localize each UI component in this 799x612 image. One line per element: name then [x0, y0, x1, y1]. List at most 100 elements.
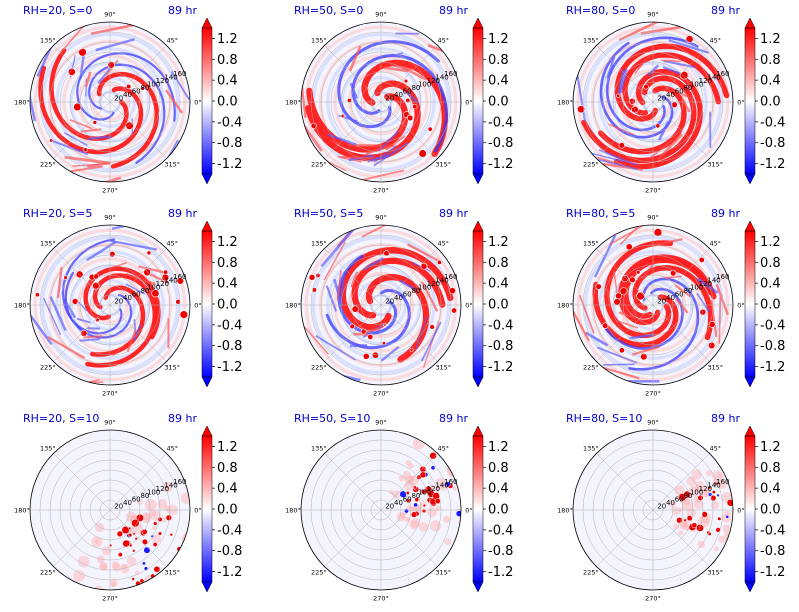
convective-cell [179, 310, 189, 319]
panel-title-right: 89 hr [439, 412, 468, 425]
weak-anomaly [126, 556, 137, 566]
radial-tick-label: 160 [716, 70, 729, 78]
colorbar-extend-max [472, 220, 484, 232]
colorbar-tick-label: -1.2 [217, 157, 242, 172]
convective-cell [696, 524, 704, 532]
angle-label: 45° [437, 36, 449, 44]
panel-title-left: RH=20, S=10 [23, 412, 99, 425]
weak-anomaly [674, 485, 685, 496]
weak-anomaly [713, 545, 719, 552]
convective-cell [655, 123, 661, 129]
radial-tick-label: 100 [147, 80, 160, 88]
field-streak [616, 320, 639, 329]
colorbar-tick-label: 0.8 [217, 256, 238, 271]
weak-anomaly [112, 563, 121, 572]
field-streak [56, 267, 63, 299]
radial-tick-label: 160 [716, 478, 729, 486]
convective-cell [383, 250, 390, 257]
field-streak [657, 133, 683, 161]
convective-cell [683, 518, 687, 522]
colorbar: 1.2 0.8 0.4 0.0 -0.4 -0.8 -1.2 [201, 220, 242, 388]
field-streak [373, 145, 398, 163]
colorbar-tick-label: -0.8 [488, 544, 513, 559]
angle-label: 225° [311, 161, 327, 169]
radial-tick-label: 160 [173, 70, 186, 78]
colorbar-tick-label: -1.2 [217, 360, 242, 375]
field-streak [90, 176, 122, 182]
polar-grid-spoke [652, 101, 710, 159]
field-streak [350, 271, 359, 288]
angle-label: 225° [40, 364, 56, 372]
convective-cell [429, 452, 437, 460]
radial-tick-label: 160 [444, 478, 457, 486]
field-streak [596, 156, 623, 166]
radial-tick-label: 120 [699, 485, 712, 493]
angle-label: 135° [40, 36, 56, 44]
weak-anomaly [120, 563, 130, 574]
field-streak [584, 331, 609, 347]
angle-label: 180° [14, 99, 30, 107]
convective-cell [132, 549, 136, 553]
colorbar-tick-label: 0.0 [760, 95, 781, 110]
weak-anomaly [77, 555, 90, 568]
radial-tick-label: 140 [164, 481, 177, 489]
weak-anomaly [405, 459, 412, 466]
weak-anomaly [180, 492, 190, 504]
weak-anomaly [691, 469, 702, 480]
convective-cell [162, 269, 169, 275]
weak-anomaly [710, 500, 720, 510]
field-streak [385, 135, 406, 151]
convective-cell [643, 84, 649, 90]
convective-cell [418, 149, 427, 158]
colorbar-extend-max [744, 425, 756, 437]
polar-panel-4: RH=20, S=5 89 hr 0° 45° 90° 135° 180° 225° 270° 3… [14, 207, 242, 398]
convective-cell [129, 543, 133, 548]
convective-cell [158, 531, 163, 536]
field-streak [415, 316, 428, 351]
colorbar-tick-label: 0.4 [760, 277, 781, 292]
polar-grid-spoke [324, 304, 382, 362]
field-streak [79, 337, 100, 342]
radial-tick-label: 20 [385, 94, 394, 102]
field-streak [619, 225, 641, 245]
panel-title-left: RH=50, S=5 [294, 207, 363, 220]
panel-title-right: 89 hr [711, 412, 740, 425]
angle-label: 90° [647, 11, 659, 19]
colorbar-tick-label: -0.4 [217, 115, 242, 130]
radial-tick-label: 140 [435, 73, 448, 81]
colorbar-tick-label: 0.8 [760, 256, 781, 271]
radial-tick-label: 100 [418, 488, 431, 496]
polar-frame [29, 21, 191, 183]
field-streak [30, 305, 53, 346]
angle-label: 45° [166, 444, 178, 452]
field-streak [84, 71, 92, 87]
convective-cell [122, 539, 131, 548]
field-streak [97, 67, 112, 84]
convective-cell [125, 121, 134, 130]
colorbar-tick-label: -0.4 [760, 115, 785, 130]
panel-title-left: RH=80, S=10 [566, 412, 642, 425]
radial-tick-label: 100 [690, 488, 703, 496]
polar-grid-spoke [380, 453, 438, 511]
weak-anomaly [429, 520, 442, 532]
radial-tick-label: 140 [435, 481, 448, 489]
convective-cell [595, 283, 602, 290]
field-streak [675, 297, 689, 314]
field-streak [673, 89, 692, 100]
radial-tick-label: 20 [114, 94, 123, 102]
polar-grid-spoke [652, 509, 710, 567]
angle-label: 0° [465, 507, 472, 515]
colorbar-extend-min [201, 173, 213, 185]
field-streak [364, 327, 381, 334]
polar-grid-spoke [53, 509, 111, 567]
downdraft-cell [725, 515, 730, 519]
convective-cell [175, 299, 181, 305]
angle-label: 90° [375, 214, 387, 222]
radial-tick-label: 40 [123, 499, 132, 507]
convective-cell [616, 93, 621, 98]
field-streak [87, 135, 112, 141]
weak-anomaly [109, 578, 118, 587]
colorbar-extend-min [472, 173, 484, 185]
downdraft-cell [430, 465, 436, 471]
blue-spiral-arm [628, 277, 700, 371]
